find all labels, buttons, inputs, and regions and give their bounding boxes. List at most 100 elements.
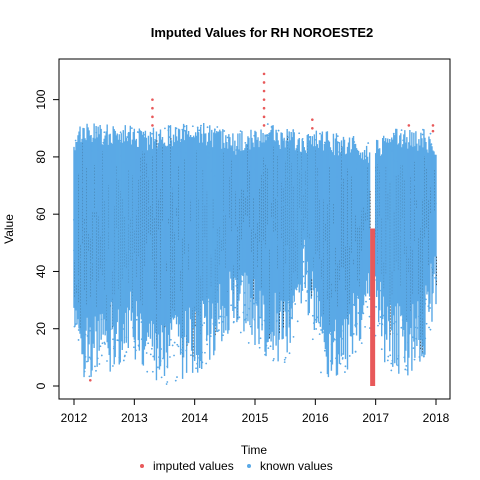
- known-point: [426, 152, 429, 155]
- known-point: [272, 180, 275, 183]
- known-point: [110, 217, 113, 219]
- known-point: [138, 345, 140, 348]
- known-point: [201, 324, 204, 327]
- known-point: [349, 287, 351, 290]
- imputed-point: [151, 106, 154, 110]
- known-point: [105, 310, 108, 313]
- known-point: [430, 235, 433, 238]
- known-point: [74, 139, 77, 142]
- series-imputed-values: [88, 72, 435, 386]
- known-point: [106, 149, 108, 152]
- known-point: [238, 316, 241, 319]
- known-point: [98, 159, 101, 162]
- known-point: [375, 305, 378, 308]
- known-point: [154, 285, 157, 288]
- known-point: [152, 355, 155, 358]
- known-point: [167, 129, 170, 132]
- known-point: [119, 131, 122, 134]
- known-point: [75, 202, 78, 205]
- known-point: [216, 126, 219, 128]
- x-tick-label: 2015: [242, 411, 269, 425]
- known-point: [94, 365, 96, 368]
- known-point: [251, 157, 254, 160]
- chart-title: Imputed Values for RH NOROESTE2: [151, 25, 374, 40]
- known-point: [129, 180, 131, 183]
- known-point: [269, 345, 272, 348]
- known-point: [347, 158, 350, 160]
- known-point: [336, 135, 339, 138]
- known-point: [161, 272, 163, 275]
- known-point: [135, 318, 138, 321]
- imputed-point: [262, 124, 266, 127]
- known-point: [107, 248, 110, 251]
- known-point: [380, 248, 383, 251]
- known-point: [238, 163, 241, 165]
- known-point: [259, 316, 262, 319]
- known-point: [176, 248, 179, 251]
- known-point: [213, 175, 216, 177]
- known-point: [122, 359, 125, 362]
- known-point: [181, 348, 184, 351]
- known-point: [364, 325, 366, 328]
- known-point: [319, 132, 321, 135]
- known-point: [149, 353, 152, 356]
- known-point: [100, 354, 103, 357]
- known-point: [77, 339, 80, 341]
- known-point: [250, 142, 253, 145]
- known-point: [384, 318, 387, 321]
- known-point: [141, 300, 143, 302]
- known-point: [427, 305, 430, 308]
- known-point: [165, 383, 168, 385]
- known-point: [378, 184, 381, 187]
- known-point: [144, 333, 146, 336]
- known-point: [429, 132, 432, 135]
- known-point: [224, 236, 227, 239]
- known-point: [331, 286, 334, 289]
- known-point: [128, 267, 130, 269]
- known-point: [197, 343, 200, 346]
- known-point: [86, 273, 89, 276]
- known-point: [394, 136, 397, 138]
- known-point: [323, 349, 326, 352]
- known-point: [352, 303, 355, 306]
- known-point: [297, 165, 300, 168]
- known-point: [180, 162, 183, 164]
- known-point: [229, 145, 232, 148]
- known-point: [342, 353, 344, 355]
- known-point: [425, 322, 428, 325]
- known-point: [425, 298, 427, 301]
- known-point: [152, 138, 155, 141]
- known-point: [308, 136, 310, 138]
- known-point: [157, 134, 160, 136]
- known-point: [93, 208, 96, 211]
- known-point: [173, 169, 176, 172]
- known-point: [405, 364, 408, 367]
- known-point: [305, 299, 307, 302]
- known-point: [177, 191, 180, 194]
- known-point: [154, 321, 157, 323]
- known-point: [141, 227, 144, 230]
- known-point: [205, 262, 208, 265]
- known-point: [122, 328, 125, 330]
- known-point: [226, 136, 229, 139]
- known-point: [133, 346, 135, 349]
- known-point: [265, 344, 268, 347]
- known-point: [365, 300, 367, 303]
- known-point: [219, 315, 222, 318]
- known-point: [357, 312, 360, 314]
- known-point: [214, 222, 217, 225]
- known-point: [173, 354, 175, 357]
- known-point: [139, 207, 142, 210]
- known-point: [400, 260, 403, 263]
- known-point: [83, 370, 86, 373]
- known-point: [179, 149, 182, 152]
- known-point: [351, 256, 353, 259]
- known-point: [416, 279, 419, 281]
- known-point: [430, 143, 433, 145]
- known-point: [218, 329, 220, 332]
- known-point: [386, 359, 389, 362]
- known-point: [296, 320, 299, 323]
- known-point: [356, 238, 358, 240]
- known-point: [121, 339, 124, 342]
